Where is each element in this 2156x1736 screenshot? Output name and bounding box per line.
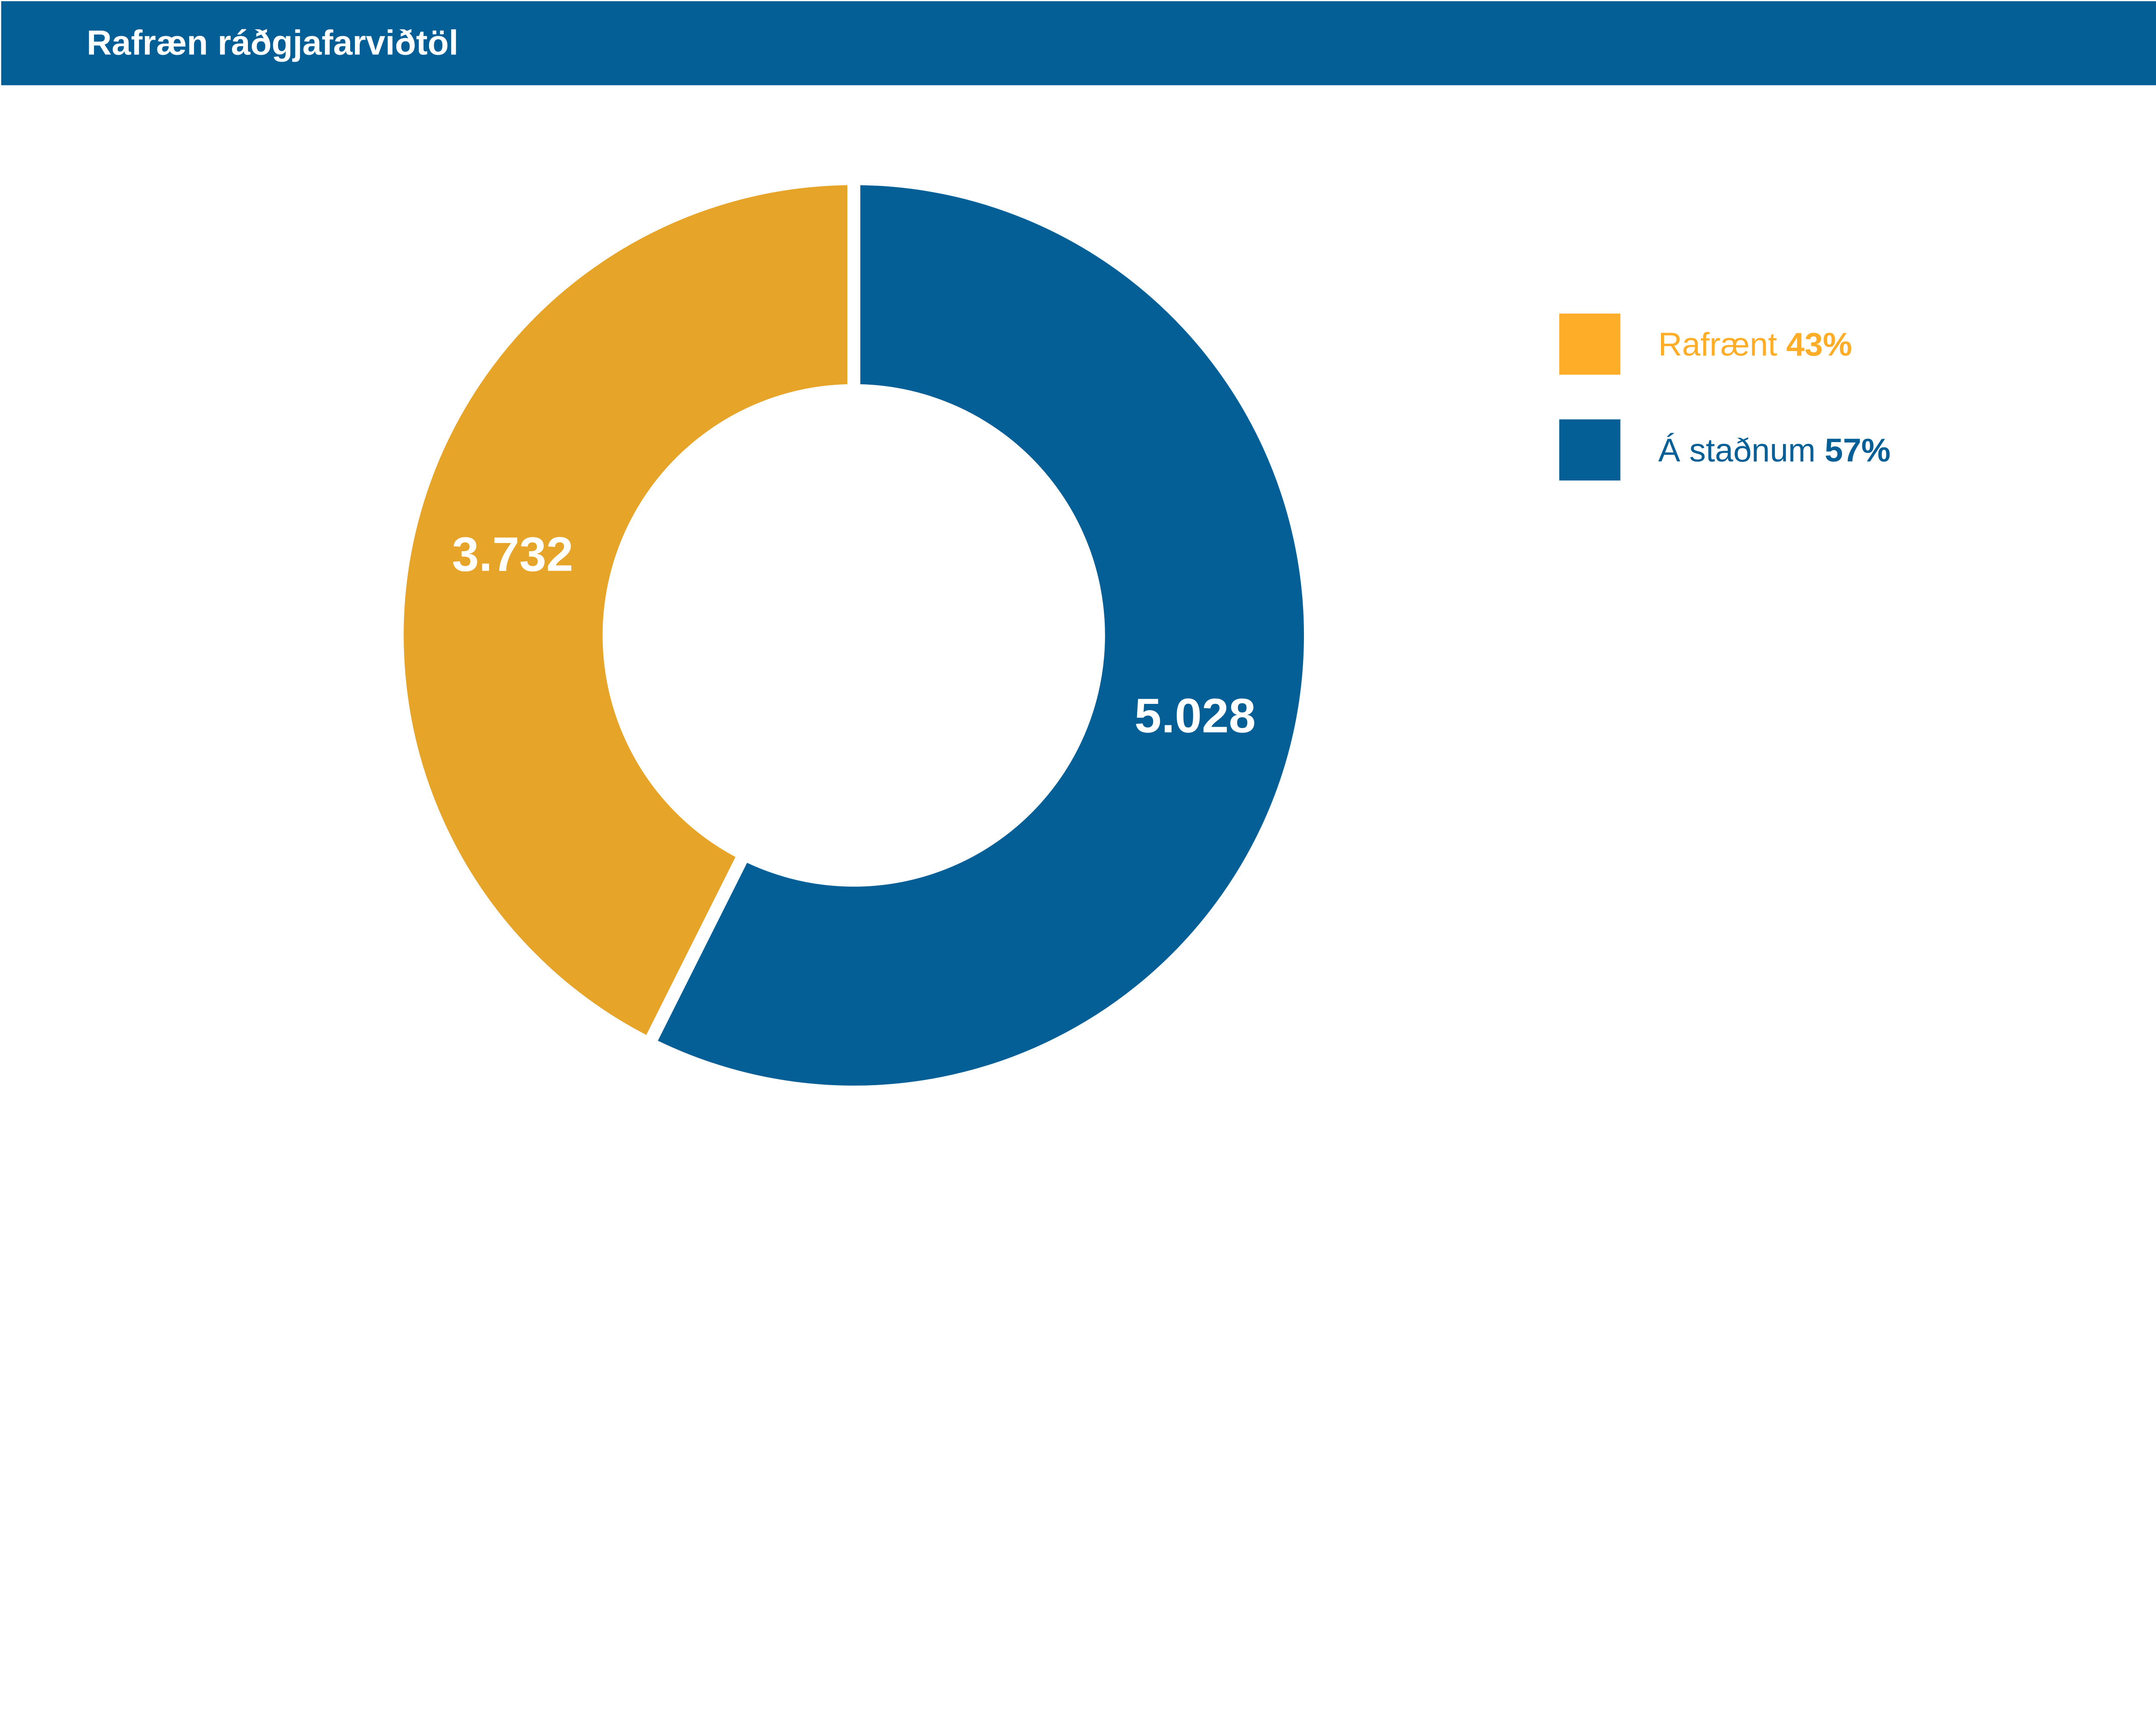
slice-value-label: 3.732 xyxy=(452,527,573,581)
slice-value-label: 5.028 xyxy=(1134,688,1256,743)
donut-slice xyxy=(391,172,861,1052)
legend-item-a-stadnum: Á staðnum 57% xyxy=(1559,419,1891,481)
donut-chart: Rafræn ráðgjafarviðtöl 5.028 3.732 Rafræn… xyxy=(1,1,2156,1099)
legend-label: Á staðnum xyxy=(1658,432,1816,469)
legend-label: Rafrænt xyxy=(1658,326,1777,363)
donut-slice xyxy=(640,172,1317,1099)
svg-text:Rafrænt 43%: Rafrænt 43% xyxy=(1658,326,1852,363)
legend-item-rafraent: Rafrænt 43% xyxy=(1559,314,1852,375)
legend-swatch xyxy=(1559,314,1620,375)
header-bar xyxy=(1,1,2156,85)
legend-swatch xyxy=(1559,419,1620,481)
chart-title: Rafræn ráðgjafarviðtöl xyxy=(87,24,458,63)
legend-percent: 43% xyxy=(1786,326,1852,363)
donut-slices: 5.028 3.732 xyxy=(391,172,1317,1099)
legend-percent: 57% xyxy=(1825,432,1891,469)
svg-text:Á staðnum 57%: Á staðnum 57% xyxy=(1658,432,1891,469)
